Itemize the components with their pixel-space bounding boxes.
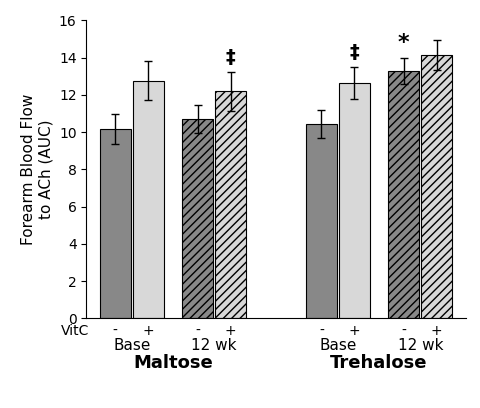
Text: ‡: ‡ — [226, 48, 236, 67]
Text: *: * — [398, 33, 409, 53]
Text: -: - — [195, 324, 200, 338]
Bar — [421, 55, 453, 318]
Text: VitC: VitC — [60, 324, 89, 338]
Text: +: + — [348, 324, 360, 338]
Text: 12 wk: 12 wk — [397, 338, 443, 353]
Bar — [132, 81, 164, 318]
Text: ‡: ‡ — [349, 43, 359, 62]
Text: 12 wk: 12 wk — [192, 338, 237, 353]
Bar — [99, 129, 131, 318]
Bar — [388, 71, 420, 318]
Bar — [306, 124, 337, 318]
Text: +: + — [431, 324, 443, 338]
Bar — [339, 83, 370, 318]
Text: -: - — [319, 324, 324, 338]
Text: +: + — [225, 324, 237, 338]
Text: Base: Base — [113, 338, 150, 353]
Text: Maltose: Maltose — [133, 354, 213, 372]
Bar — [182, 119, 213, 318]
Text: -: - — [401, 324, 406, 338]
Text: +: + — [143, 324, 154, 338]
Text: -: - — [113, 324, 118, 338]
Y-axis label: Forearm Blood Flow
to ACh (AUC): Forearm Blood Flow to ACh (AUC) — [21, 93, 53, 245]
Text: Trehalose: Trehalose — [330, 354, 428, 372]
Text: Base: Base — [319, 338, 357, 353]
Bar — [215, 91, 246, 318]
